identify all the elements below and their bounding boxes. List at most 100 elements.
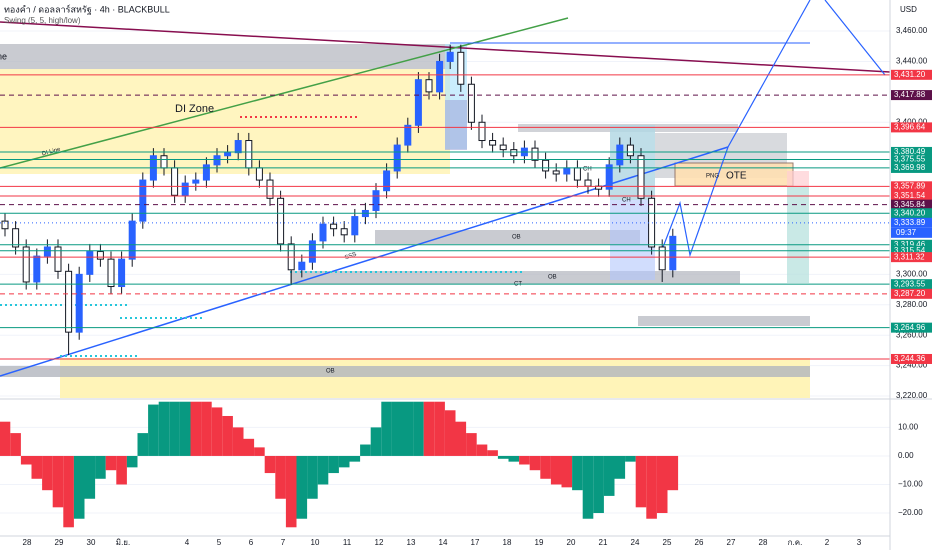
price-label-box bbox=[891, 217, 932, 228]
histogram-bar bbox=[126, 455, 138, 468]
zone bbox=[0, 44, 450, 69]
x-tick-label: 18 bbox=[503, 538, 512, 547]
candle-body bbox=[669, 235, 677, 271]
candle-body bbox=[319, 223, 327, 242]
zone bbox=[60, 358, 810, 398]
histogram-bar bbox=[285, 455, 297, 528]
price-label: 3,244.36 bbox=[894, 354, 926, 363]
histogram-bar bbox=[296, 455, 308, 519]
price-label-box bbox=[891, 353, 932, 364]
annotation: SSS bbox=[344, 252, 357, 262]
x-tick-label: ก.ค. bbox=[788, 538, 803, 547]
histogram-bar bbox=[211, 407, 223, 456]
candle-body bbox=[584, 179, 592, 187]
histogram-bar bbox=[201, 401, 212, 456]
x-tick-label: 4 bbox=[185, 538, 190, 547]
x-tick-label: 19 bbox=[535, 538, 544, 547]
histogram-bar bbox=[190, 401, 202, 456]
candle-body bbox=[298, 261, 306, 271]
histogram-bar bbox=[381, 401, 392, 456]
candle-body bbox=[22, 246, 30, 283]
candle-body bbox=[245, 140, 253, 169]
countdown: 09:37 bbox=[896, 228, 917, 237]
histogram-bar bbox=[466, 433, 477, 456]
histogram-bar bbox=[444, 410, 456, 456]
candle-body bbox=[308, 240, 316, 263]
zone bbox=[787, 171, 809, 186]
candle-body bbox=[425, 79, 433, 93]
histogram-bar bbox=[116, 455, 127, 485]
histogram-bar bbox=[614, 455, 626, 479]
histogram-bar bbox=[487, 450, 498, 456]
candle-body bbox=[542, 159, 550, 172]
price-label: 3,431.20 bbox=[894, 70, 926, 79]
histogram-bar bbox=[52, 455, 64, 508]
annotation: OB bbox=[548, 275, 557, 281]
x-tick-label: 21 bbox=[599, 538, 608, 547]
annotation: OB bbox=[512, 235, 521, 241]
trend-line bbox=[0, 21, 890, 73]
price-label-box bbox=[891, 239, 932, 250]
y-tick-label: 3,300.00 bbox=[896, 269, 928, 278]
candle-body bbox=[436, 60, 444, 93]
annotation: DI Zone bbox=[175, 103, 214, 115]
candle-body bbox=[563, 167, 571, 175]
histogram-bar bbox=[593, 455, 604, 514]
annotation: OB bbox=[326, 369, 335, 375]
price-label: 3,417.88 bbox=[894, 90, 926, 99]
price-label: 3,319.46 bbox=[894, 240, 926, 249]
price-label-box bbox=[891, 190, 932, 201]
candle-body bbox=[372, 190, 380, 211]
histogram-bar bbox=[338, 455, 350, 468]
price-label-box bbox=[891, 279, 932, 290]
candle-body bbox=[446, 51, 454, 62]
candle-body bbox=[266, 179, 274, 199]
histogram-bar bbox=[529, 455, 541, 471]
projection bbox=[659, 0, 811, 258]
price-label: 3,396.64 bbox=[894, 122, 926, 131]
price-label: 3,293.55 bbox=[894, 279, 926, 288]
candle-body bbox=[54, 246, 62, 272]
y-tick-label: −10.00 bbox=[898, 480, 923, 489]
candle-body bbox=[616, 144, 624, 166]
y-tick-label: −20.00 bbox=[898, 508, 923, 517]
y-tick-label: 3,460.00 bbox=[896, 26, 928, 35]
price-label-box bbox=[891, 181, 932, 192]
histogram-bar bbox=[370, 427, 382, 456]
histogram-bar bbox=[317, 455, 329, 485]
histogram-bar bbox=[349, 455, 361, 462]
candle-body bbox=[181, 182, 189, 196]
x-tick-label: 27 bbox=[727, 538, 736, 547]
candle-body bbox=[404, 124, 412, 146]
histogram-bar bbox=[0, 421, 11, 456]
candle-body bbox=[128, 220, 136, 260]
currency: USD bbox=[900, 5, 917, 14]
candle-body bbox=[224, 152, 232, 157]
candle-body bbox=[510, 149, 518, 157]
x-tick-label: 24 bbox=[631, 538, 640, 547]
histogram-bar bbox=[222, 415, 233, 456]
ob-zone bbox=[375, 230, 640, 244]
x-tick-label: 26 bbox=[695, 538, 704, 547]
price-label: 3,287.20 bbox=[894, 289, 926, 298]
histogram-bar bbox=[20, 455, 32, 465]
histogram-bar bbox=[423, 401, 435, 456]
histogram-bar bbox=[243, 438, 255, 456]
candle-body bbox=[96, 251, 104, 260]
zone bbox=[445, 100, 467, 150]
price-label-box bbox=[891, 322, 932, 333]
candle-body bbox=[340, 228, 348, 236]
candle-body bbox=[118, 258, 126, 288]
x-tick-label: มิ.ย. bbox=[116, 538, 130, 547]
annotation: CH bbox=[583, 167, 592, 173]
x-tick-label: 17 bbox=[471, 538, 480, 547]
y-tick-label: 0.00 bbox=[898, 451, 914, 460]
x-tick-label: 7 bbox=[281, 538, 286, 547]
histogram-bar bbox=[508, 455, 520, 462]
histogram-bar bbox=[434, 401, 445, 456]
x-tick-label: 3 bbox=[857, 538, 862, 547]
x-tick-label: 10 bbox=[311, 538, 320, 547]
indicator-title: Swing (5, 5, high/low) bbox=[4, 16, 81, 25]
histogram-bar bbox=[402, 401, 414, 456]
